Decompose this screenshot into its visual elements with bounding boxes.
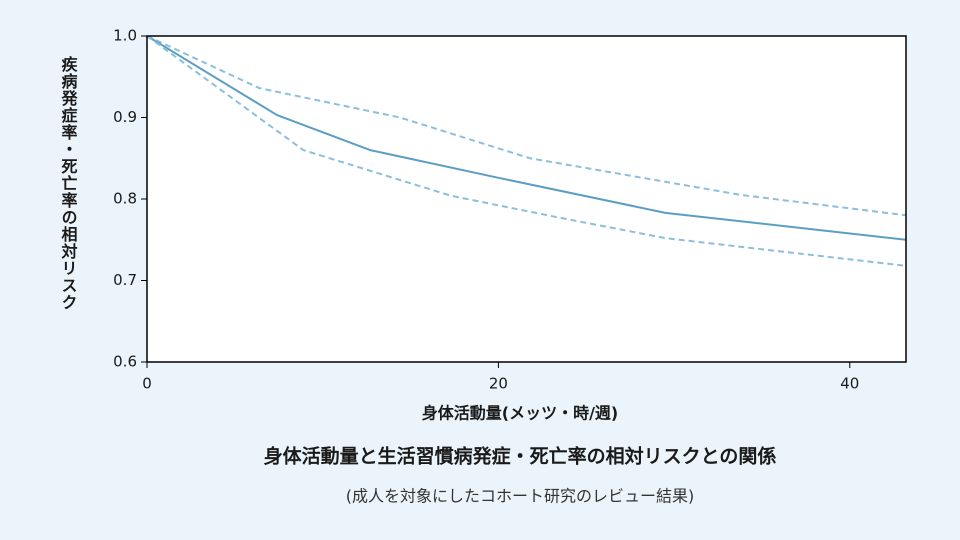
y-axis-label: 疾病発症率・死亡率の相対リスク	[59, 55, 79, 311]
x-tick-label: 20	[489, 375, 508, 393]
confidence-line	[147, 36, 906, 217]
y-tick-label: 0.9	[113, 108, 137, 126]
data-line	[147, 36, 906, 241]
chart-subtitle: (成人を対象にしたコホート研究のレビュー結果)	[346, 487, 695, 506]
plot-area	[147, 36, 906, 362]
confidence-line	[147, 36, 906, 267]
plot-frame	[146, 35, 907, 363]
x-tick-label: 40	[840, 375, 859, 393]
y-tick-label: 0.6	[113, 353, 137, 371]
x-axis-label: 身体活動量(メッツ・時/週)	[422, 404, 618, 423]
chart-title: 身体活動量と生活習慣病発症・死亡率の相対リスクとの関係	[264, 445, 777, 468]
y-tick-label: 0.8	[113, 190, 137, 208]
y-tick-label: 0.7	[113, 271, 137, 289]
x-tick-label: 0	[142, 375, 152, 393]
y-tick-label: 1.0	[113, 27, 137, 45]
